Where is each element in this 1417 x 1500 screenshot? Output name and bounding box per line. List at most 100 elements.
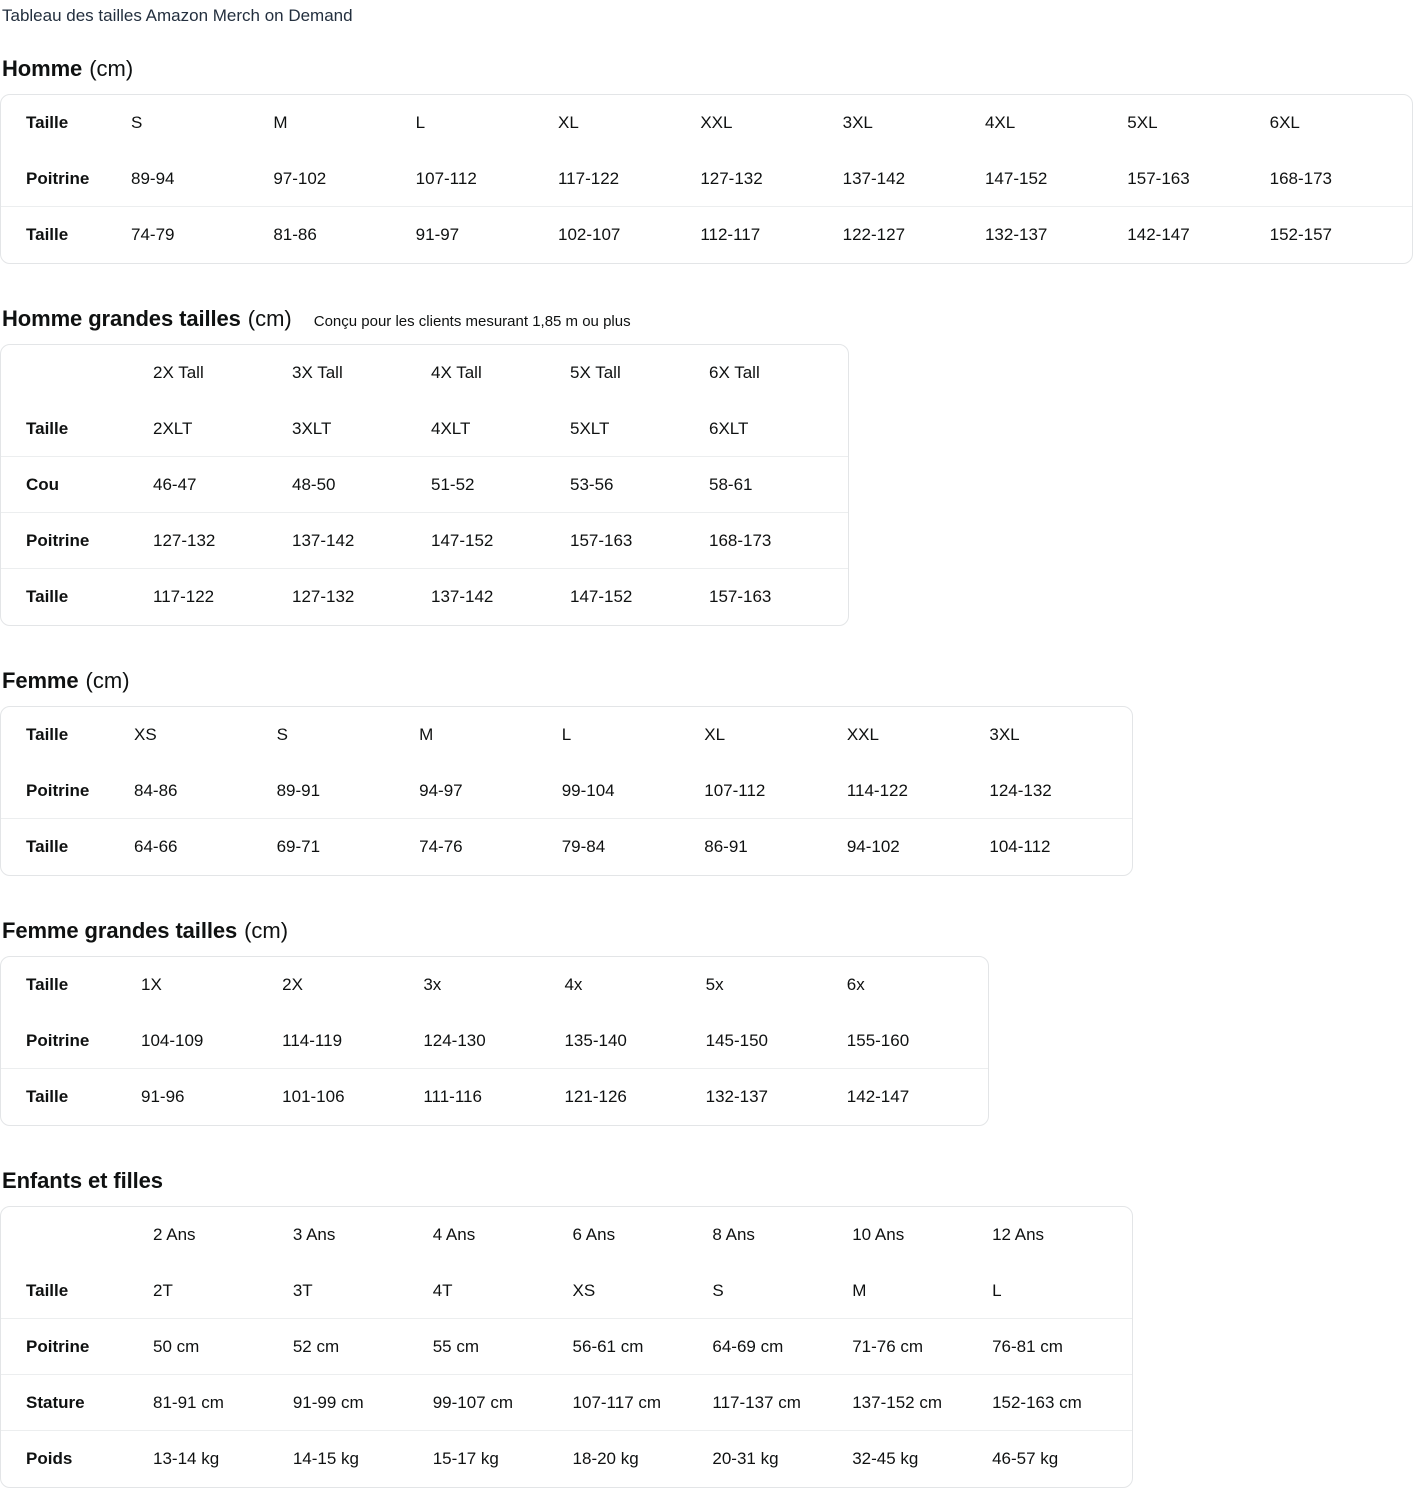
table-header-row: Taille XS S M L XL XXL 3XL [1,707,1132,763]
column-header: 6x [846,974,865,994]
table-header-corner: Taille [26,724,69,744]
table-cell: 147-152 [984,150,1128,208]
table-cell: 32-45 kg [852,1449,919,1469]
table-header-row: Taille 1X 2X 3x 4x 5x 6x [1,957,988,1013]
table-cell: 81-86 [273,225,317,245]
table-cell: 4XLT [431,400,570,458]
size-table: 2 Ans 3 Ans 4 Ans 6 Ans 8 Ans 10 Ans 12 Ans Tai… [1,1207,1132,1487]
table-header-row: Taille S M L XL XXL 3XL 4XL 5XL 6XL [1,95,1412,151]
row-label: Taille [26,587,69,607]
table-cell: 137-152 cm [852,1374,993,1432]
size-table: 2X Tall 3X Tall 4X Tall 5X Tall 6X Tall Taill… [1,345,848,625]
row-label: Stature [1,1374,153,1432]
column-header: XXL [700,112,733,132]
table-cell: 89-94 [131,150,274,208]
table-cell: 121-126 [564,1087,627,1107]
row-label: Taille [1,1262,153,1320]
table-row: Poids 13-14 kg 14-15 kg 15-17 kg 18-20 kg 20-… [1,1431,1132,1487]
table-cell: 97-102 [273,150,416,208]
table-cell: 91-97 [415,225,460,245]
table-row: Stature 81-91 cm 91-99 cm 99-107 cm 107-117 … [1,1374,1132,1432]
table-cell: 50 cm [153,1318,293,1376]
table-cell: 155-160 [846,1012,988,1070]
section-heading: Femme grandes tailles (cm) [0,918,1417,944]
sections-container: Homme (cm) Taille S M L XL XXL 3XL 4XL 5XL 6XL Poitr… [0,56,1417,1488]
section-homme-grandes-tailles: Homme grandes tailles (cm) Conçu pour les … [0,306,1417,626]
row-label: Poitrine [1,1318,153,1376]
row-label: Taille [26,225,69,245]
section-heading-unit: (cm) [244,917,289,943]
row-label: Taille [26,1087,69,1107]
table-cell: 52 cm [292,1318,433,1376]
section-spacer [0,1126,1417,1168]
section-spacer [0,264,1417,306]
table-row: Taille 117-122 127-132 137-142 147-152 157-16… [1,569,848,625]
table-cell: 104-109 [141,1012,283,1070]
column-header: 4XL [984,112,1016,132]
size-table-homme-grandes-tailles: 2X Tall 3X Tall 4X Tall 5X Tall 6X Tall Taill… [0,343,849,626]
section-heading: Femme (cm) [0,668,1417,694]
table-cell: 147-152 [431,512,570,570]
table-cell: 157-163 [570,512,709,570]
table-cell: 81-91 cm [153,1374,293,1432]
table-row: Taille 2XLT 3XLT 4XLT 5XLT 6XLT [1,400,848,458]
table-cell: 14-15 kg [292,1449,360,1469]
table-cell: 152-163 cm [992,1374,1132,1432]
table-cell: 2T [153,1262,293,1320]
table-cell: 84-86 [134,762,277,820]
table-cell: 142-147 [846,1087,910,1107]
table-cell: 74-79 [131,225,175,245]
column-header: 6X Tall [709,362,760,382]
table-cell: 152-157 [1269,225,1333,245]
table-cell: 114-119 [282,1012,424,1070]
table-cell: 107-112 [415,150,558,208]
size-table-femme: Taille XS S M L XL XXL 3XL Poitrine 84-86 89-91 94-… [0,705,1133,876]
table-cell: 124-130 [423,1012,565,1070]
column-header: XXL [846,724,879,744]
section-heading-main: Homme grandes tailles [2,305,241,331]
row-label: Taille [26,837,69,857]
table-cell: 157-163 [709,587,772,607]
row-label: Poids [26,1449,73,1469]
table-cell: 51-52 [431,456,570,514]
table-cell: 127-132 [700,150,843,208]
section-femme: Femme (cm) Taille XS S M L XL XXL 3XL Poitrine 84-8… [0,668,1417,876]
table-cell: 64-66 [134,837,178,857]
table-cell: 69-71 [276,837,321,857]
table-cell: 107-117 cm [572,1374,713,1432]
table-row: Poitrine 50 cm 52 cm 55 cm 56-61 cm 64-69 cm 7… [1,1318,1132,1376]
table-row: Poitrine 127-132 137-142 147-152 157-163 168-… [1,512,848,570]
column-header: 1X [141,974,162,994]
table-cell: 56-61 cm [572,1318,713,1376]
row-label: Poitrine [1,150,131,208]
table-cell: 91-96 [141,1087,185,1107]
table-cell: 117-137 cm [712,1374,853,1432]
table-cell: 58-61 [709,456,848,514]
column-header: 10 Ans [852,1224,905,1244]
table-cell: 137-142 [292,512,431,570]
column-header: L [415,112,426,132]
table-header-corner [1,345,153,401]
table-header-corner [1,1207,153,1263]
column-header: XS [134,724,157,744]
table-cell: 48-50 [292,456,431,514]
table-cell: 104-112 [989,837,1051,857]
column-header: 3 Ans [292,1224,336,1244]
table-row: Cou 46-47 48-50 51-52 53-56 58-61 [1,456,848,514]
section-heading-note: Conçu pour les clients mesurant 1,85 m o… [313,312,631,330]
table-cell: M [852,1262,993,1320]
column-header: XL [557,112,579,132]
column-header: XL [704,724,726,744]
table-cell: 107-112 [704,762,847,820]
section-heading: Enfants et filles [0,1168,1417,1194]
column-header: 6 Ans [572,1224,616,1244]
table-cell: L [992,1262,1132,1320]
table-row: Taille 91-96 101-106 111-116 121-126 132-137 1… [1,1069,988,1125]
column-header: M [419,724,434,744]
column-header: 4x [564,974,583,994]
page-title: Tableau des tailles Amazon Merch on Dema… [2,6,353,25]
table-cell: XS [572,1262,713,1320]
table-cell: 71-76 cm [852,1318,993,1376]
table-cell: 157-163 [1127,150,1270,208]
table-cell: 142-147 [1127,225,1190,245]
